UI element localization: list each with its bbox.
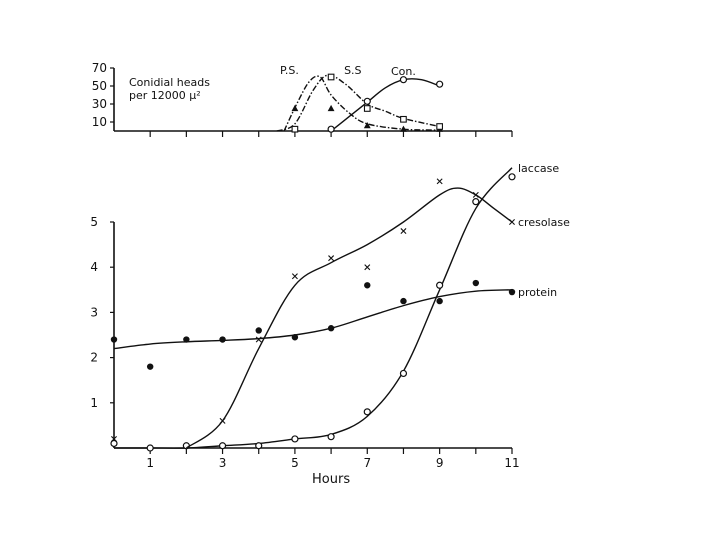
data-point (291, 334, 299, 341)
data-point (363, 105, 371, 112)
data-point (255, 442, 263, 450)
data-point (146, 363, 154, 370)
y-tick-label: 2 (90, 351, 98, 365)
series-protein: protein (110, 279, 557, 370)
data-point (219, 417, 226, 424)
data-point (219, 336, 226, 343)
top-series-p-s: P.S. (280, 64, 444, 132)
x-axis-label: Hours (312, 472, 350, 487)
series-laccase: laccase (110, 162, 559, 452)
data-point (146, 444, 154, 452)
data-point (291, 104, 299, 112)
y-tick-label: 3 (90, 305, 98, 319)
data-point (400, 228, 407, 235)
data-point (472, 191, 479, 198)
data-point (436, 123, 443, 130)
data-point (472, 279, 480, 287)
data-point (364, 282, 371, 289)
x-tick-label: 11 (504, 456, 519, 470)
top-series-s-s: S.S (276, 64, 443, 133)
top-series-con: Con. (327, 65, 444, 133)
data-point (183, 336, 190, 343)
top-y-tick-label: 70 (92, 61, 107, 75)
data-point (291, 273, 298, 280)
data-point (255, 327, 262, 334)
data-point (327, 73, 335, 81)
series-line-cresolase (185, 187, 513, 449)
top-y-tick-label: 30 (92, 97, 107, 111)
y-tick-label: 1 (90, 396, 98, 410)
series-label-protein: protein (518, 286, 557, 299)
x-tick-label: 7 (363, 456, 371, 470)
top-y-tick-label: 50 (92, 79, 107, 93)
data-point (291, 435, 299, 443)
series-line-con (330, 78, 440, 132)
data-point (110, 439, 118, 448)
data-point (508, 288, 516, 296)
data-point (291, 125, 299, 133)
x-tick-label: 5 (291, 456, 299, 470)
data-point (509, 219, 515, 225)
x-tick-label: 9 (436, 456, 444, 470)
data-point (363, 97, 371, 105)
data-point (327, 325, 335, 332)
series-line-protein (113, 289, 513, 350)
top-y-tick-label: 10 (92, 115, 107, 129)
data-point (508, 173, 516, 181)
data-point (399, 369, 408, 378)
x-tick-label: 1 (146, 456, 154, 470)
data-point (399, 76, 408, 84)
data-point (436, 281, 444, 289)
y-tick-label: 5 (90, 215, 98, 229)
data-point (436, 178, 443, 185)
data-point (327, 433, 335, 441)
data-point (110, 336, 118, 343)
data-point (400, 115, 407, 123)
data-point (111, 435, 117, 442)
data-point (436, 80, 444, 88)
series-cresolase: cresolase (111, 178, 570, 449)
data-point (327, 104, 335, 112)
series-label-laccase: laccase (518, 162, 559, 175)
data-point (364, 264, 371, 271)
series-line-laccase (114, 167, 513, 449)
series-label-con: Con. (391, 65, 416, 78)
data-point (472, 198, 480, 206)
data-point (400, 297, 407, 305)
y-tick-label: 4 (90, 260, 98, 274)
data-point (328, 255, 335, 262)
top-annotation-text: Conidial heads (129, 76, 210, 89)
data-point (363, 122, 371, 129)
data-point (255, 336, 262, 343)
data-point (436, 297, 443, 305)
series-label-p-s: P.S. (280, 64, 299, 77)
top-annotation-text: per 12000 μ² (129, 89, 201, 102)
series-line-p-s (283, 75, 440, 132)
series-label-s-s: S.S (344, 64, 361, 77)
series-line-s-s (276, 74, 440, 132)
data-point (363, 408, 371, 416)
data-point (400, 125, 407, 132)
data-point (218, 442, 227, 450)
series-label-cresolase: cresolase (518, 216, 570, 229)
data-point (327, 125, 335, 133)
x-tick-label: 3 (219, 456, 227, 470)
